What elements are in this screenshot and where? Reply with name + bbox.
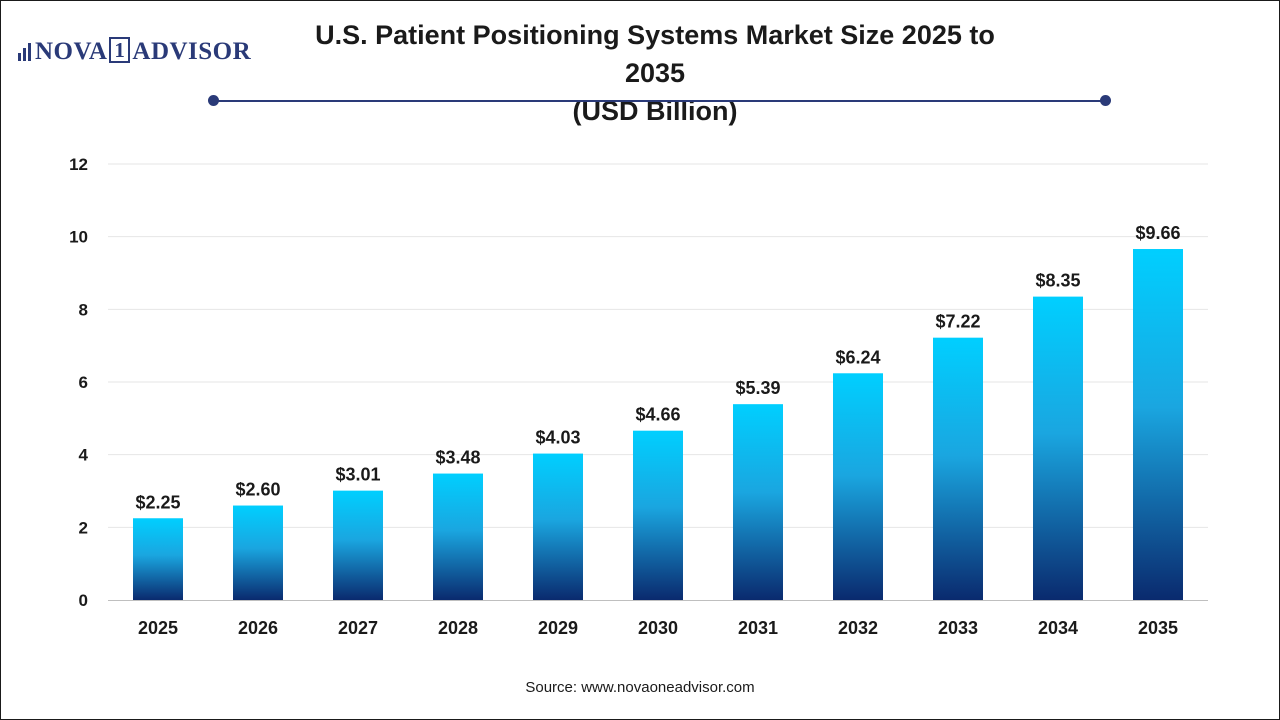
y-tick-label: 6 — [79, 373, 88, 392]
bar-value-label: $8.35 — [1035, 271, 1080, 291]
bar — [233, 505, 283, 600]
title-divider-left-dot — [208, 95, 219, 106]
bar — [1133, 249, 1183, 600]
x-tick-label: 2031 — [738, 618, 778, 638]
source-note: Source: www.novaoneadvisor.com — [525, 679, 755, 696]
x-tick-label: 2035 — [1138, 618, 1178, 638]
bar — [133, 518, 183, 600]
y-axis-ticks: 0 2 4 6 8 10 12 — [69, 155, 88, 610]
bar — [333, 490, 383, 600]
logo-wordmark: NOVA 1 ADVISOR — [35, 36, 252, 66]
x-tick-label: 2027 — [338, 618, 378, 638]
nova-one-advisor-logo: NOVA 1 ADVISOR — [18, 36, 251, 66]
title-divider-right-dot — [1100, 95, 1111, 106]
y-tick-label: 12 — [69, 155, 88, 174]
y-tick-label: 4 — [79, 446, 89, 465]
x-tick-label: 2030 — [638, 618, 678, 638]
bars — [133, 249, 1183, 600]
bar — [733, 404, 783, 600]
logo-text-nova: NOVA — [35, 37, 108, 65]
bar — [533, 453, 583, 600]
bar-value-label: $7.22 — [935, 312, 980, 332]
bar-value-label: $2.60 — [235, 480, 280, 500]
bar-value-label: $6.24 — [835, 347, 880, 367]
x-tick-label: 2033 — [938, 618, 978, 638]
bar-value-label: $9.66 — [1135, 223, 1180, 243]
y-tick-label: 0 — [79, 591, 88, 610]
bar — [833, 373, 883, 600]
bar-value-label: $3.48 — [435, 448, 480, 468]
y-tick-label: 10 — [69, 228, 88, 247]
logo-text-advisor: ADVISOR — [132, 37, 252, 65]
x-tick-label: 2026 — [238, 618, 278, 638]
x-tick-label: 2032 — [838, 618, 878, 638]
bar-value-label: $4.03 — [535, 428, 580, 448]
title-divider-line — [213, 100, 1106, 102]
x-tick-label: 2025 — [138, 618, 178, 638]
bar-value-label: $4.66 — [635, 405, 680, 425]
x-tick-label: 2028 — [438, 618, 478, 638]
bar-value-label: $2.25 — [135, 492, 180, 512]
logo-text-one: 1 — [109, 36, 131, 63]
y-tick-label: 2 — [79, 518, 88, 537]
logo-bars-icon — [18, 41, 31, 61]
x-axis-ticks: 2025 2026 2027 2028 2029 2030 2031 2032 2033 2034… — [138, 618, 1178, 638]
x-tick-label: 2029 — [538, 618, 578, 638]
bar — [633, 430, 683, 600]
bar — [933, 337, 983, 600]
x-tick-label: 2034 — [1038, 618, 1078, 638]
bar-value-labels: $2.25 $2.60 $3.01 $3.48 $4.03 $4.66 $5.39 $6.24… — [135, 223, 1180, 512]
bar — [433, 473, 483, 600]
chart-title-line1: U.S. Patient Positioning Systems Market … — [315, 20, 995, 88]
bar — [1033, 296, 1083, 600]
y-tick-label: 8 — [79, 300, 88, 319]
bar-value-label: $5.39 — [735, 378, 780, 398]
bar-value-label: $3.01 — [335, 465, 380, 485]
